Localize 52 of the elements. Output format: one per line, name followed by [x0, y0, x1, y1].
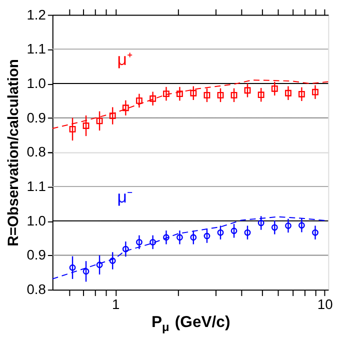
- y-tick-label: 1.2: [26, 6, 46, 22]
- point: [122, 246, 129, 252]
- point: [244, 229, 251, 236]
- point: [285, 222, 292, 229]
- point: [271, 85, 278, 92]
- y-tick-label: 1.0: [26, 74, 46, 91]
- point: [122, 104, 129, 112]
- point: [82, 122, 90, 129]
- point: [312, 229, 318, 236]
- point: [176, 90, 183, 98]
- point: [298, 90, 305, 98]
- y-tick-label: 1.1: [26, 40, 46, 57]
- y-tick-label: 1.1: [26, 178, 46, 194]
- annotation: μ⁻: [117, 187, 133, 206]
- point: [298, 222, 305, 229]
- point: [150, 95, 156, 102]
- point: [69, 264, 76, 271]
- point: [285, 90, 292, 96]
- y-tick-label: 0.9: [26, 109, 46, 126]
- y-tick-label: 0.8: [26, 144, 46, 160]
- annotation: μ⁺: [117, 50, 133, 70]
- point: [271, 224, 278, 231]
- y-axis-title: R=Observation/calculation: [6, 59, 22, 246]
- point: [150, 238, 156, 246]
- point: [109, 112, 116, 119]
- point: [230, 228, 238, 234]
- point: [204, 92, 210, 98]
- point: [312, 88, 318, 96]
- point: [136, 97, 142, 104]
- point: [176, 234, 183, 241]
- point: [258, 220, 264, 226]
- point: [217, 92, 224, 98]
- x-tick-label: 1: [112, 296, 120, 312]
- point: [217, 229, 224, 236]
- point: [244, 87, 251, 94]
- point: [163, 234, 170, 241]
- point: [190, 90, 197, 96]
- point: [190, 234, 197, 241]
- point: [69, 126, 76, 132]
- y-tick-label: 0.8: [26, 281, 46, 298]
- point: [96, 118, 103, 124]
- point: [96, 262, 103, 268]
- point: [230, 92, 238, 98]
- point: [163, 90, 170, 98]
- point: [82, 268, 90, 275]
- y-tick-label: 1.0: [26, 212, 46, 228]
- point: [109, 258, 116, 264]
- point: [258, 92, 264, 98]
- point: [136, 238, 142, 246]
- point: [204, 232, 210, 240]
- x-tick-label: 10: [317, 296, 334, 312]
- y-tick-label: 0.9: [26, 246, 46, 263]
